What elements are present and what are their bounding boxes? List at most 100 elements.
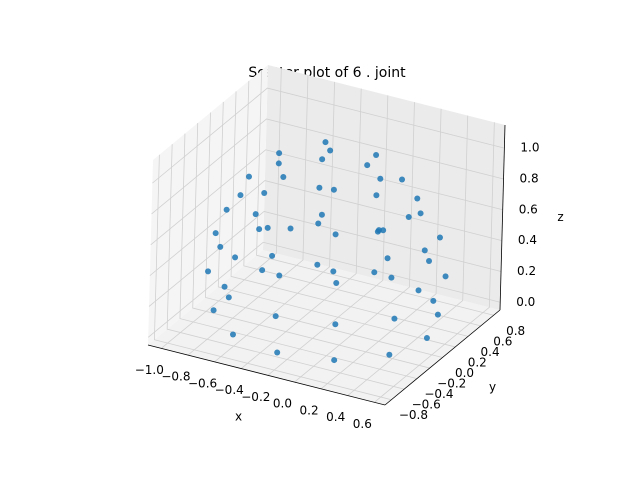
point: [205, 268, 212, 275]
y-grid-line: [179, 133, 418, 379]
z-tick-label: 1.0: [520, 141, 539, 155]
x-axis-label: x: [235, 410, 242, 424]
point: [423, 335, 430, 342]
y-tick-label: −0.8: [399, 408, 428, 422]
back-pane: [263, 65, 505, 310]
x-grid-line: [320, 108, 442, 390]
z-tick-label: 0.8: [520, 171, 539, 185]
x-grid-line: [214, 81, 335, 363]
x-tick-label: 0.6: [353, 417, 372, 431]
y-grid-line: [230, 91, 469, 337]
point: [332, 321, 339, 328]
y-tick-label: −0.6: [412, 398, 441, 412]
x-tick-label: −0.4: [215, 383, 244, 397]
point: [375, 227, 382, 234]
point: [261, 190, 268, 197]
y-grid-line: [192, 123, 430, 369]
point: [399, 176, 406, 183]
point: [245, 173, 252, 180]
y-grid-line: [243, 80, 481, 327]
point: [319, 156, 326, 163]
x-tick-label: 0.0: [273, 397, 292, 411]
point: [275, 160, 282, 167]
point: [430, 297, 437, 304]
point: [269, 252, 276, 259]
point: [364, 162, 371, 169]
x-grid-line: [267, 95, 389, 376]
z-tick-label: 0.0: [516, 295, 535, 309]
point: [314, 261, 321, 268]
z-grid-line: [147, 241, 501, 338]
x-grid-line: [187, 75, 309, 356]
point: [272, 313, 279, 320]
y-axis-label: y: [489, 380, 496, 394]
point: [391, 315, 398, 322]
point: [316, 184, 323, 191]
point: [380, 227, 387, 234]
x-axis-line: [147, 344, 386, 406]
y-grid-line: [256, 70, 494, 316]
y-tick-label: −0.2: [437, 377, 466, 391]
y-tick-label: 0.4: [481, 345, 500, 359]
z-axis-line: [499, 124, 506, 311]
point: [421, 247, 428, 254]
y-grid-line: [153, 154, 392, 401]
x-tick-label: 0.2: [300, 403, 319, 417]
y-tick-label: 0.8: [506, 324, 525, 338]
x-grid-line: [161, 68, 282, 349]
z-grid-line: [149, 180, 502, 276]
point: [229, 331, 236, 338]
point: [330, 268, 337, 275]
z-tick-label: 0.6: [519, 202, 538, 216]
z-grid-line: [150, 149, 503, 246]
z-grid-line: [151, 118, 504, 215]
point: [217, 243, 224, 250]
z-grid-line: [152, 87, 505, 184]
point: [318, 211, 325, 218]
point: [434, 311, 441, 318]
x-tick-label: −0.2: [241, 390, 270, 404]
y-tick-label: 0.2: [468, 355, 487, 369]
point: [371, 269, 378, 276]
x-tick-label: −1.0: [135, 363, 164, 377]
y-tick-label: 0.6: [493, 334, 512, 348]
point: [212, 230, 219, 237]
point: [386, 351, 393, 358]
y-tick-label: 0.0: [455, 366, 474, 380]
point: [377, 175, 384, 182]
point: [276, 272, 283, 279]
y-grid-line: [205, 112, 443, 358]
point: [330, 186, 337, 193]
point: [276, 150, 283, 157]
point: [333, 279, 340, 286]
point: [223, 206, 230, 213]
z-tick-label: 0.4: [518, 233, 537, 247]
z-axis-label: z: [557, 210, 563, 224]
point: [280, 173, 287, 180]
y-grid-line: [166, 144, 405, 390]
point: [417, 210, 424, 217]
z-tick-label: 0.2: [517, 264, 536, 278]
x-grid-line: [347, 115, 469, 396]
point: [322, 139, 329, 146]
x-tick-label: 0.4: [326, 410, 345, 424]
point: [426, 257, 433, 264]
y-axis-line: [384, 309, 501, 406]
point: [436, 234, 443, 241]
y-grid-line: [217, 101, 456, 348]
point: [287, 225, 294, 232]
x-tick-label: −0.6: [188, 376, 217, 390]
point: [373, 192, 380, 199]
point: [332, 231, 339, 238]
point: [405, 214, 412, 221]
point: [373, 151, 380, 158]
point: [256, 226, 263, 233]
point: [252, 211, 259, 218]
point: [442, 273, 449, 280]
point: [232, 254, 239, 261]
point: [388, 274, 395, 281]
x-grid-line: [374, 122, 495, 403]
point: [415, 287, 422, 294]
y-tick-label: −0.4: [424, 387, 453, 401]
